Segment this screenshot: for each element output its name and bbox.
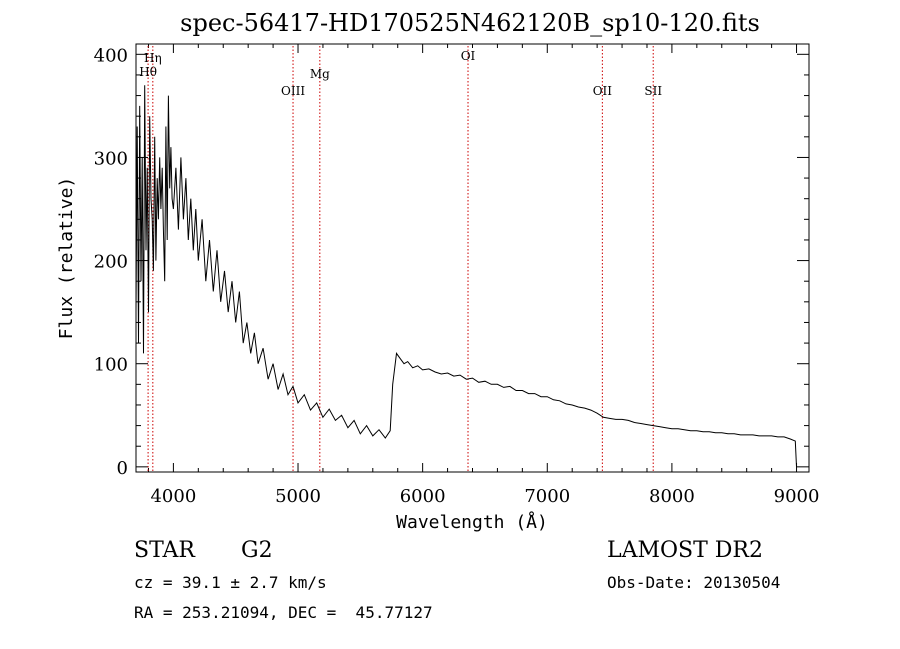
line-marker-label: OIII xyxy=(281,84,305,98)
axis-ticks: 4000 5000 6000 7000 8000 9000 0 100 200 300 400 xyxy=(94,44,820,507)
line-marker-label: Mg xyxy=(310,67,330,81)
line-marker-label: SII xyxy=(644,84,662,98)
plot-frame xyxy=(135,43,810,473)
coordinates-readout: RA = 253.21094, DEC = 45.77127 xyxy=(134,603,433,622)
x-tick-label: 9000 xyxy=(774,486,820,507)
x-tick-label: 6000 xyxy=(400,486,446,507)
x-axis-label: Wavelength (Å) xyxy=(396,511,548,533)
x-tick-label: 8000 xyxy=(649,486,695,507)
x-tick-label: 7000 xyxy=(524,486,570,507)
object-subclass: G2 xyxy=(241,538,273,563)
y-tick-label: 400 xyxy=(94,45,128,66)
y-tick-label: 100 xyxy=(94,355,128,376)
y-tick-label: 0 xyxy=(117,458,128,479)
chart-title: spec-56417-HD170525N462120B_sp10-120.fit… xyxy=(180,9,760,37)
spectrum-line xyxy=(135,85,797,467)
line-marker-label: OII xyxy=(593,84,613,98)
line-marker-label: Hη xyxy=(144,51,162,65)
y-tick-label: 300 xyxy=(94,148,128,169)
line-marker-label: Hθ xyxy=(139,65,157,79)
y-axis-label: Flux (relative) xyxy=(56,177,77,340)
object-class: STAR xyxy=(134,538,195,563)
redshift-readout: cz = 39.1 ± 2.7 km/s xyxy=(134,573,327,592)
catalog-label: LAMOST DR2 xyxy=(607,538,763,563)
y-tick-label: 200 xyxy=(94,252,128,273)
x-tick-label: 4000 xyxy=(150,486,196,507)
x-tick-label: 5000 xyxy=(275,486,321,507)
line-marker-label: OI xyxy=(461,49,476,63)
obs-date-readout: Obs-Date: 20130504 xyxy=(607,573,781,592)
